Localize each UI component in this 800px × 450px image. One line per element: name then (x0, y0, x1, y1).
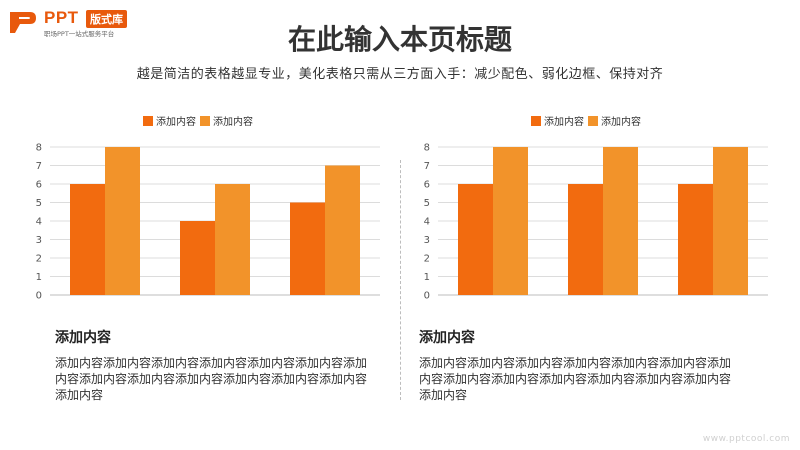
content-body: 添加内容添加内容添加内容添加内容添加内容添加内容添加内容添加内容添加内容添加内容… (55, 356, 368, 402)
bar-chart-left: 添加内容 添加内容 0 1 2 3 4 5 6 7 8 (30, 110, 390, 310)
legend-label: 添加内容 (544, 115, 584, 128)
y-tick-label: 5 (36, 198, 42, 209)
content-block-right: 添加内容 添加内容添加内容添加内容添加内容添加内容添加内容添加内容添加内容添加内… (419, 327, 739, 403)
y-tick-label: 2 (36, 254, 42, 265)
y-tick-label: 6 (36, 180, 42, 191)
content-heading: 添加内容 (55, 330, 111, 346)
footer-url: www.pptcool.com (702, 434, 790, 444)
bar (603, 147, 638, 295)
legend-label: 添加内容 (213, 115, 253, 128)
y-tick-label: 8 (424, 143, 430, 154)
bar (493, 147, 528, 295)
y-tick-label: 1 (424, 272, 430, 283)
y-tick-label: 1 (36, 272, 42, 283)
bar (180, 221, 215, 295)
content-heading: 添加内容 (419, 330, 475, 346)
y-tick-label: 0 (424, 291, 430, 302)
y-tick-label: 4 (424, 217, 430, 228)
page-subtitle: 越是简洁的表格越显专业，美化表格只需从三方面入手：减少配色、弱化边框、保持对齐 (136, 67, 664, 82)
y-tick-label: 7 (424, 161, 430, 172)
bar (105, 147, 140, 295)
y-tick-label: 3 (36, 235, 42, 246)
bar (458, 184, 493, 295)
logo-icon (10, 12, 36, 33)
logo-text: PPT (44, 8, 79, 27)
y-tick-label: 2 (424, 254, 430, 265)
logo-tagline: 职场PPT一站式服务平台 (44, 30, 115, 38)
content-body: 添加内容添加内容添加内容添加内容添加内容添加内容添加内容添加内容添加内容添加内容… (419, 356, 732, 402)
bar (678, 184, 713, 295)
y-tick-label: 0 (36, 291, 42, 302)
chart-svg: 添加内容 添加内容 0 1 2 3 4 5 6 7 8 (36, 115, 380, 302)
column-divider (400, 160, 401, 400)
page-title: 在此输入本页标题 (287, 23, 512, 56)
legend-swatch (200, 116, 210, 126)
logo-badge: 版式库 (86, 10, 127, 28)
legend-swatch (588, 116, 598, 126)
bar (70, 184, 105, 295)
bar-chart-right: 添加内容 添加内容 0 1 2 3 4 5 6 7 8 (418, 110, 778, 310)
y-tick-label: 8 (36, 143, 42, 154)
legend-swatch (531, 116, 541, 126)
y-tick-label: 4 (36, 217, 42, 228)
bar (325, 165, 360, 295)
bar (713, 147, 748, 295)
legend-label: 添加内容 (156, 115, 196, 128)
y-tick-label: 3 (424, 235, 430, 246)
bar (568, 184, 603, 295)
legend-swatch (143, 116, 153, 126)
legend-label: 添加内容 (601, 115, 641, 128)
bar (215, 184, 250, 295)
y-tick-label: 6 (424, 180, 430, 191)
y-tick-label: 7 (36, 161, 42, 172)
y-tick-label: 5 (424, 198, 430, 209)
brand-logo[interactable]: PPT 版式库 职场PPT一站式服务平台 (8, 6, 168, 38)
chart-svg: 添加内容 添加内容 0 1 2 3 4 5 6 7 8 (424, 115, 768, 302)
content-block-left: 添加内容 添加内容添加内容添加内容添加内容添加内容添加内容添加内容添加内容添加内… (55, 327, 375, 403)
bar (290, 202, 325, 295)
